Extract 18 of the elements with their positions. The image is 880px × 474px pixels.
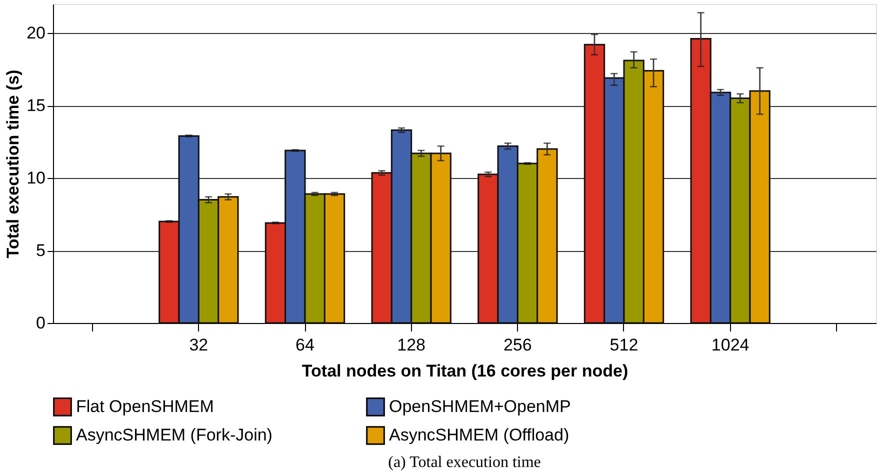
legend-label: AsyncSHMEM (Fork-Join): [76, 426, 272, 444]
x-tick-label: 32: [189, 336, 208, 354]
x-tick-label: 128: [397, 336, 426, 354]
y-tick-label: 15: [26, 96, 46, 115]
y-tick-label: 20: [26, 24, 46, 42]
x-tick-label: 256: [503, 336, 532, 354]
text: (a) Total execution time: [388, 454, 541, 471]
y-tick-label: 10: [26, 168, 46, 188]
legend-label: AsyncSHMEM (Offload): [389, 426, 570, 444]
x-tick-label: 1024: [711, 336, 750, 354]
y-tick-label: 5: [36, 241, 46, 260]
legend-label: Flat OpenSHMEM: [76, 396, 214, 416]
x-tick-label: 64: [296, 336, 314, 354]
x-axis-title: Total nodes on Titan (16 cores per node): [302, 362, 628, 380]
x-tick-label: 512: [610, 336, 638, 354]
y-axis-title: Total execution time (s): [4, 70, 23, 258]
y-tick-label: 0: [36, 314, 46, 332]
legend-label: OpenSHMEM+OpenMP: [389, 396, 571, 416]
